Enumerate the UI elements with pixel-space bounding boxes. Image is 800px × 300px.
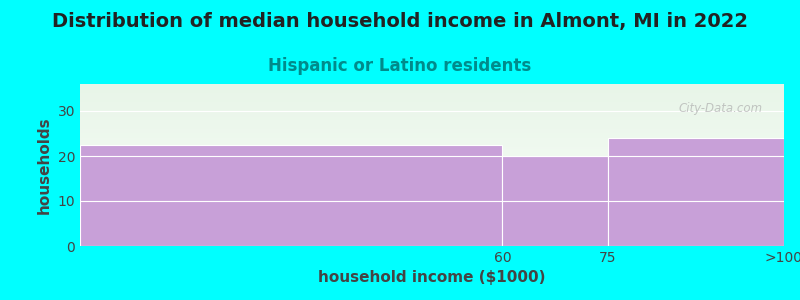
Text: Distribution of median household income in Almont, MI in 2022: Distribution of median household income …	[52, 11, 748, 31]
Bar	[608, 138, 784, 246]
Bar	[502, 156, 608, 246]
Text: Hispanic or Latino residents: Hispanic or Latino residents	[268, 57, 532, 75]
Bar	[80, 145, 502, 246]
X-axis label: household income ($1000): household income ($1000)	[318, 270, 546, 285]
Y-axis label: households: households	[37, 116, 52, 214]
Text: City-Data.com: City-Data.com	[678, 102, 763, 115]
